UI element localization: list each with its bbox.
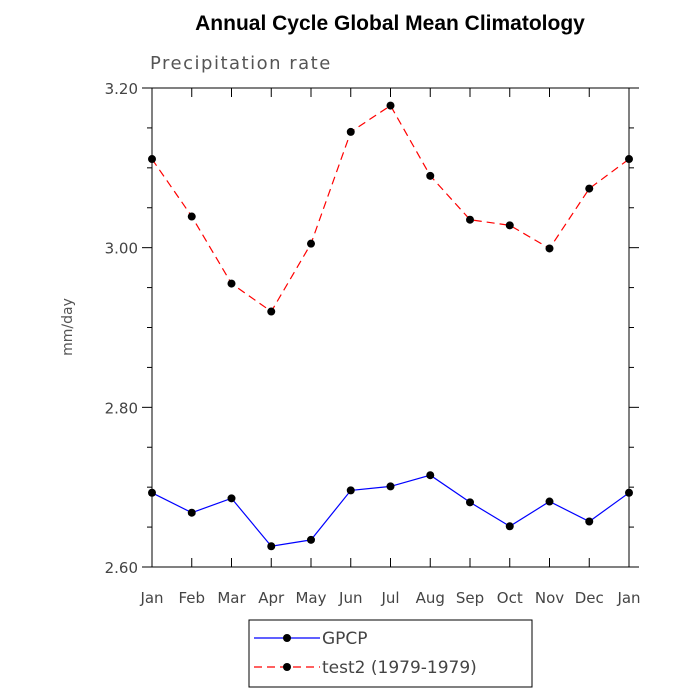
data-point [148,488,156,497]
x-tick-label: Jan [616,589,640,607]
y-tick-label: 3.20 [105,80,138,98]
series-line-1 [151,104,630,313]
data-point [625,155,633,164]
y-tick-label: 2.80 [105,399,138,417]
y-tick-label: 2.60 [105,559,138,577]
x-tick-label: Jun [338,589,362,607]
x-tick-label: Apr [258,589,285,607]
legend: GPCP test2 (1979-1979) [248,619,533,688]
data-point [267,307,276,316]
series-layer [148,101,633,551]
data-point [307,535,315,544]
x-tick-label: Feb [178,589,205,607]
chart-subtitle: Precipitation rate [150,53,332,74]
data-point [625,488,633,497]
x-tick-label: Mar [217,589,246,607]
x-tick-label: Nov [535,589,564,607]
data-point [227,494,236,503]
data-point [187,212,196,221]
x-tick-label: Dec [575,589,604,607]
legend-marker-1 [283,663,291,671]
x-tick-label: Oct [497,589,523,607]
data-point [148,155,156,164]
data-point [227,279,236,288]
axis-ticks: Jan Feb Mar Apr May Jun Jul Aug Sep Oct Nov Dec Jan2… [105,80,641,607]
data-point [386,482,395,491]
data-point [585,184,594,193]
legend-label-1: test2 (1979-1979) [322,658,477,678]
x-tick-label: Aug [416,589,445,607]
chart-title: Annual Cycle Global Mean Climatology [195,12,585,35]
y-tick-label: 3.00 [105,240,138,258]
data-point [426,171,435,180]
plot-frame [151,87,630,568]
data-point [505,221,514,230]
data-point [307,239,315,248]
data-point [545,244,554,253]
legend-box [248,619,533,688]
data-point [187,508,196,517]
data-point [466,498,474,507]
data-point [346,127,355,136]
y-axis-label: mm/day [60,298,76,356]
x-tick-label: May [295,589,326,607]
data-point [386,101,395,110]
data-point [466,215,474,224]
x-tick-label: Jan [139,589,163,607]
data-point [545,497,554,506]
data-point [426,471,435,480]
data-point [585,517,594,526]
legend-marker-0 [283,634,291,642]
x-tick-label: Jul [380,589,399,607]
legend-label-0: GPCP [322,629,368,649]
data-point [505,522,514,531]
x-tick-label: Sep [456,589,484,607]
data-point [346,486,355,495]
data-point [267,542,276,551]
